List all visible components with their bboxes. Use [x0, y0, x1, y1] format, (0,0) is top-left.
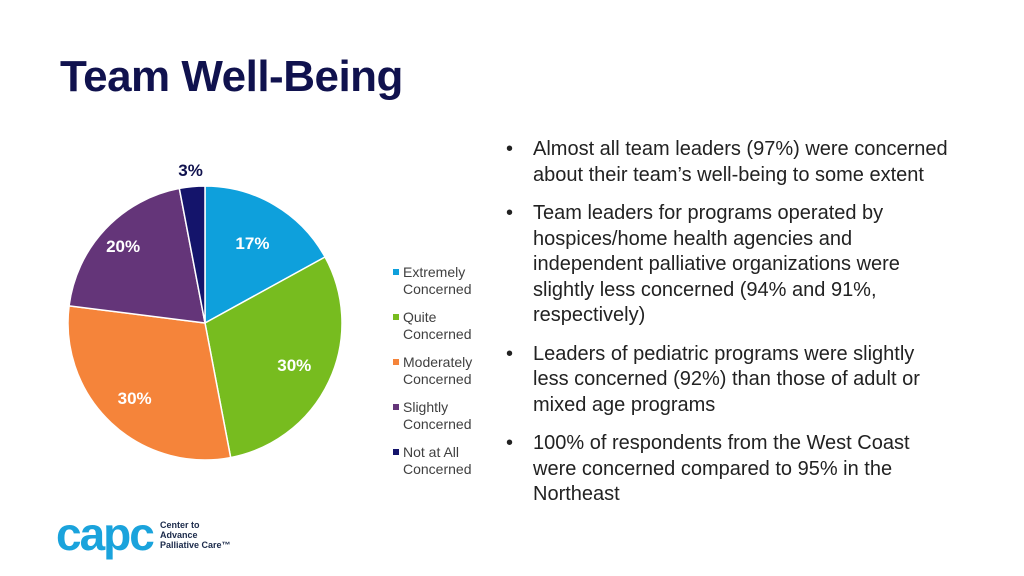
findings-list: • Almost all team leaders (97%) were conc… [505, 137, 955, 521]
legend-label: Concerned [403, 416, 472, 432]
pie-slice-label: 20% [106, 237, 140, 256]
logo-tagline: Center to Advance Palliative Care™ [160, 520, 280, 550]
pie-slice [67, 304, 232, 461]
legend-item-moderately: Moderately Concerned [393, 354, 493, 399]
pie-chart: 17% 30% 30% 20% 3% [67, 161, 343, 461]
legend-item-extremely: Extremely Concerned [393, 264, 493, 309]
pie-slice-label: 3% [178, 161, 203, 180]
legend-label: Concerned [403, 371, 472, 387]
logo-wordmark: capc [56, 508, 155, 560]
bullet-item: • 100% of respondents from the West Coast… [505, 431, 955, 508]
pie-slice-label: 30% [277, 356, 311, 375]
slide-title: Team Well-Being [60, 52, 403, 101]
bullet-text: Leaders of pediatric programs were sligh… [533, 342, 920, 416]
bullet-text: Almost all team leaders (97%) were conce… [533, 138, 948, 186]
legend-swatch [393, 449, 399, 455]
bullet-text: 100% of respondents from the West Coast … [533, 432, 910, 505]
bullet-dot-icon: • [506, 138, 514, 160]
legend-label: Concerned [403, 326, 472, 342]
logo-tagline-line: Center to [160, 520, 200, 530]
legend-item-quite: Quite Concerned [393, 309, 493, 354]
bullet-item: • Leaders of pediatric programs were slig… [505, 342, 955, 419]
legend-label: Not at All [403, 444, 460, 460]
legend-swatch [393, 314, 399, 320]
bullet-dot-icon: • [506, 432, 514, 454]
legend-item-not-at-all: Not at All Concerned [393, 444, 493, 489]
bullet-dot-icon: • [506, 342, 514, 365]
legend-label: Extremely [403, 264, 466, 280]
chart-legend: Extremely Concerned Quite Concerned Mode… [393, 264, 493, 489]
logo-tagline-line: Advance [160, 530, 198, 540]
bullet-dot-icon: • [506, 202, 514, 224]
bullet-text: Team leaders for programs operated by ho… [533, 202, 900, 326]
legend-swatch [393, 404, 399, 410]
legend-item-slightly: Slightly Concerned [393, 399, 493, 444]
legend-swatch [393, 269, 399, 275]
legend-label: Concerned [403, 281, 472, 297]
bullet-item: • Team leaders for programs operated by h… [505, 201, 955, 329]
legend-swatch [393, 359, 399, 365]
pie-slice [178, 185, 206, 324]
legend-label: Moderately [403, 354, 473, 370]
pie-slice [204, 255, 343, 459]
pie-slice [68, 187, 206, 324]
legend-label: Concerned [403, 461, 472, 477]
legend-label: Slightly [403, 399, 449, 415]
logo-tagline-line: Palliative Care™ [160, 540, 231, 550]
pie-slice-label: 30% [118, 389, 152, 408]
bullet-item: • Almost all team leaders (97%) were conc… [505, 137, 955, 188]
pie-slice-label: 17% [235, 234, 269, 253]
pie-slice [204, 185, 327, 325]
legend-label: Quite [403, 309, 437, 325]
